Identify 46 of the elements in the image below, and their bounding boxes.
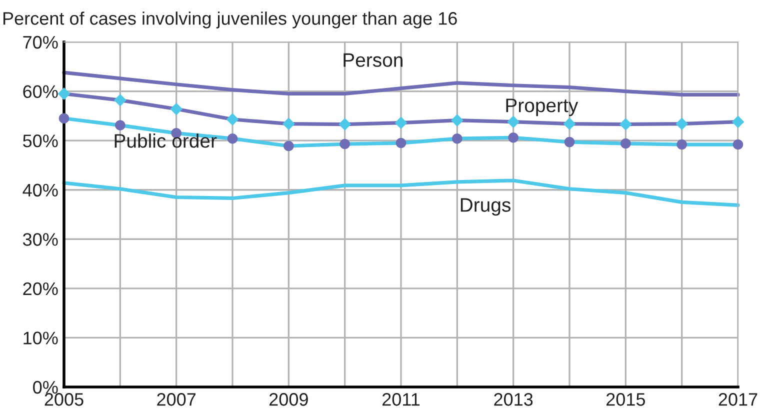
point (396, 138, 406, 148)
y-tick-label: 10% (24, 332, 58, 344)
series-label: Public order (114, 133, 217, 148)
point (394, 116, 408, 130)
point (507, 116, 520, 128)
point (284, 140, 294, 152)
y-tick-label: 50% (23, 134, 58, 148)
point (732, 116, 744, 128)
series-label: Person (344, 53, 402, 67)
point (619, 118, 632, 131)
point (340, 138, 350, 150)
y-tick-label: 40% (22, 184, 58, 197)
x-tick-label: 2011 (382, 393, 420, 406)
point (58, 113, 70, 124)
point (282, 118, 295, 130)
x-tick-label: 2009 (269, 393, 308, 406)
line-series (62, 70, 740, 97)
x-tick-label: 2017 (718, 393, 758, 406)
y-tick-label: 70% (23, 36, 58, 49)
point (114, 94, 126, 106)
point (564, 136, 575, 148)
point (170, 102, 183, 116)
point (452, 133, 462, 144)
y-tick-label: 60% (23, 85, 58, 98)
point (676, 118, 688, 130)
point (508, 132, 518, 143)
point (115, 120, 126, 130)
y-tick-label: 20% (23, 282, 58, 296)
x-tick-label: 2015 (606, 393, 645, 406)
x-tick-label: 2005 (44, 393, 84, 406)
y-tick-label: 0% (33, 380, 58, 394)
series-label: Property (506, 98, 578, 116)
point (450, 114, 464, 127)
x-tick-label: 2007 (157, 393, 196, 406)
point (338, 118, 352, 131)
point (563, 118, 576, 130)
point (58, 88, 70, 100)
point (620, 138, 631, 149)
point (676, 139, 687, 150)
series-label: Drugs (460, 198, 510, 216)
point (227, 133, 238, 144)
x-tick-label: 2013 (494, 393, 533, 406)
point (226, 113, 239, 126)
y-tick-label: 30% (22, 233, 58, 246)
point (732, 139, 744, 150)
chart-title: Percent of cases involving juveniles younger than age 16 (3, 12, 457, 28)
